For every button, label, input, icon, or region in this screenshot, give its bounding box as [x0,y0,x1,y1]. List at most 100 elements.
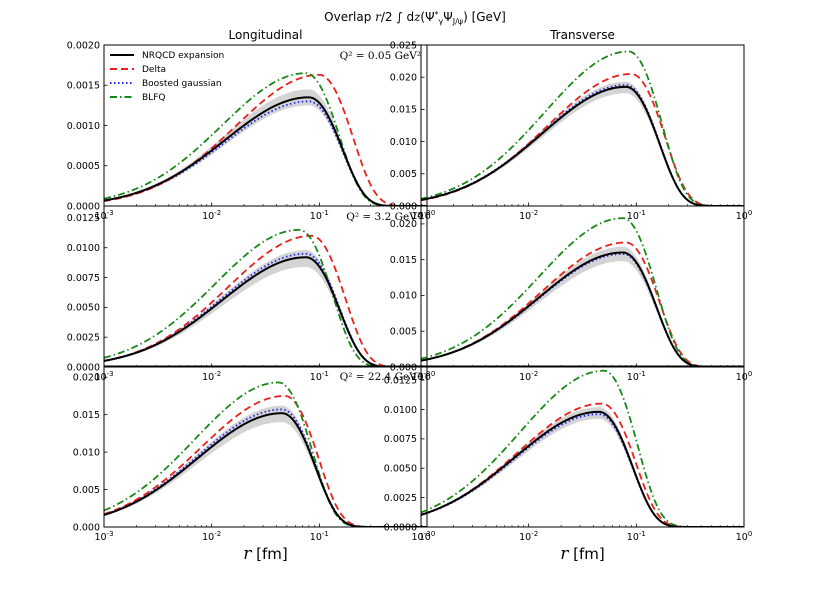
y-tick-label: 0.010 [390,291,417,302]
x-tick-label: 10-2 [519,530,538,543]
y-tick-label: 0.010 [73,447,100,458]
series-line-blfq [421,50,744,206]
x-tick-label: 100 [419,370,436,383]
y-tick-label: 0.000 [390,362,417,373]
column-title: Transverse [549,28,615,42]
q2-annotation: Q² = 3.2 GeV² [346,211,421,223]
series-line-gauss [104,408,427,527]
plot-area [104,381,427,527]
x-axis-label: r [fm] [243,544,288,564]
x-tick-label: 10-3 [94,209,113,222]
axes-frame [103,205,428,368]
legend-label-delta: Delta [142,65,166,75]
y-tick-label: 0.005 [73,485,100,496]
x-tick-label: 10-1 [627,209,646,222]
y-tick-label: 0.005 [390,169,417,180]
uncertainty-band [421,81,744,206]
x-tick-label: 10-2 [202,370,221,383]
series-line-nrqcd [421,251,744,367]
series-line-nrqcd [104,96,427,206]
y-tick-label: 0.020 [390,219,417,230]
plot-area [421,50,744,206]
x-tick-label: 10-3 [94,530,113,543]
y-tick-label: 0.020 [390,73,417,84]
y-tick-label: 0.0075 [384,434,417,445]
x-tick-label: 100 [419,209,436,222]
y-tick-label: 0.0000 [67,201,100,212]
q2-annotation: Q² = 22.4 GeV² [340,371,421,383]
series-line-nrqcd [421,410,744,527]
panel-3: 0.00000.00250.00500.00750.01000.012510-3… [67,205,436,383]
y-tick-label: 0.005 [390,327,417,338]
x-tick-label: 10-1 [627,370,646,383]
plot-area [421,369,744,527]
panel-1: 0.0000 0.0005 0.0010 0.0015 0.0020 10-3 10-2 10… [67,40,436,222]
x-tick-label: 10-2 [202,530,221,543]
legend: NRQCD expansion Delta Boosted gaussian BLFQ [110,51,224,103]
y-tick-label: 0.0015 [67,81,100,92]
y-tick-label: 0.0125 [384,375,417,386]
x-tick-label: 100 [419,530,436,543]
y-tick-label: 0.0000 [67,362,100,373]
panel-6: 0.0000 0.0025 0.0050 0.0075 0.0100 0.0125 10-3… [384,365,753,543]
axes-frame [420,365,745,528]
x-tick-label: 10-3 [411,530,430,543]
x-tick-label: 10-2 [202,209,221,222]
legend-label-nrqcd: NRQCD expansion [142,51,224,61]
series-line-nrqcd [104,412,427,527]
y-tick-label: 0.0050 [384,464,417,475]
y-tick-label: 0.0050 [67,303,100,314]
axes-frame [103,365,428,528]
y-tick-label: 0.015 [73,410,100,421]
y-tick-label: 0.0075 [67,273,100,284]
uncertainty-band [421,246,744,367]
series-line-nrqcd [104,256,427,367]
x-tick-label: 10-1 [310,209,329,222]
x-tick-label: 10-1 [627,530,646,543]
y-tick-label: 0.000 [73,522,100,533]
axes-frame [420,44,745,207]
x-axis-label: r [fm] [560,544,605,564]
y-tick-label: 0.0000 [384,522,417,533]
q2-annotation: Q² = 0.05 GeV² [340,50,421,62]
x-tick-label: 100 [736,209,753,222]
x-tick-label: 100 [736,370,753,383]
y-tick-label: 0.025 [390,40,417,51]
y-tick-label: 0.0005 [67,161,100,172]
x-tick-label: 10-2 [519,209,538,222]
series-line-blfq [104,381,427,527]
y-tick-label: 0.0020 [67,40,100,51]
legend-label-blfq: BLFQ [142,93,165,103]
x-tick-label: 100 [736,530,753,543]
axes-frame [420,205,745,368]
y-tick-label: 0.015 [390,105,417,116]
x-tick-label: 10-1 [310,530,329,543]
y-tick-label: 0.0025 [67,332,100,343]
uncertainty-band [104,89,427,206]
y-tick-label: 0.0125 [67,213,100,224]
column-title: Longitudinal [229,28,303,42]
y-tick-label: 0.000 [390,201,417,212]
y-tick-label: 0.0100 [384,405,417,416]
uncertainty-band [104,250,427,367]
x-tick-label: 10-3 [94,370,113,383]
x-tick-label: 10-1 [310,370,329,383]
figure-title: Overlap r/2 ∫ dz(Ψ*γΨJ/ψ) [GeV] [324,10,506,26]
series-line-gauss [421,413,744,527]
uncertainty-band [421,407,744,527]
series-line-blfq [421,217,744,367]
series-line-delta [104,234,427,367]
y-tick-label: 0.0025 [384,493,417,504]
series-line-delta [421,73,744,206]
y-tick-label: 0.020 [73,373,100,384]
y-tick-label: 0.010 [390,137,417,148]
plot-area [104,228,427,367]
series-line-blfq [421,369,744,527]
legend-label-gauss: Boosted gaussian [142,79,222,89]
uncertainty-band [104,405,427,527]
plot-area [104,72,427,206]
